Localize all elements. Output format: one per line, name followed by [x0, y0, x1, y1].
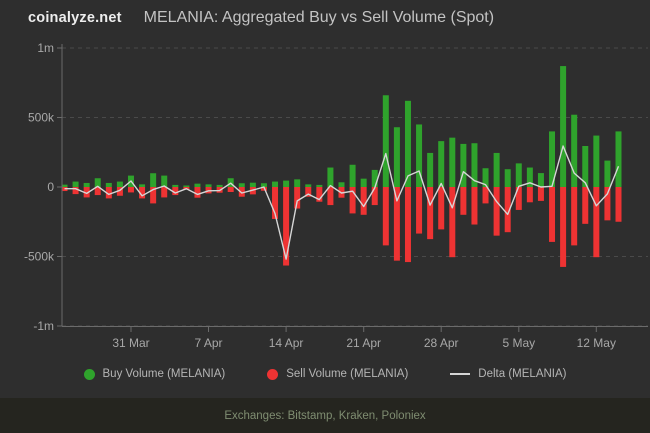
svg-text:28 Apr: 28 Apr [424, 336, 459, 350]
legend-item-buy[interactable]: Buy Volume (MELANIA) [83, 368, 226, 380]
svg-text:12 May: 12 May [577, 336, 616, 350]
svg-text:1m: 1m [37, 41, 54, 55]
legend: Buy Volume (MELANIA) Sell Volume (MELANI… [0, 368, 650, 380]
footer-bar: Exchanges: Bitstamp, Kraken, Poloniex [0, 398, 650, 433]
svg-text:21 Apr: 21 Apr [346, 336, 381, 350]
chart-title: MELANIA: Aggregated Buy vs Sell Volume (… [143, 9, 495, 26]
svg-text:14 Apr: 14 Apr [269, 336, 304, 350]
svg-text:31 Mar: 31 Mar [112, 336, 149, 350]
legend-buy-label: Buy Volume (MELANIA) [102, 368, 226, 380]
legend-delta-label: Delta (MELANIA) [478, 368, 567, 380]
exchanges-note: Exchanges: Bitstamp, Kraken, Poloniex [224, 409, 426, 422]
header: coinalyze.net MELANIA: Aggregated Buy vs… [28, 9, 640, 27]
svg-text:-1m: -1m [33, 319, 54, 333]
legend-item-sell[interactable]: Sell Volume (MELANIA) [267, 368, 408, 380]
sell-series-dot-icon [267, 368, 279, 380]
svg-text:7 Apr: 7 Apr [194, 336, 222, 350]
legend-item-delta[interactable]: Delta (MELANIA) [450, 368, 566, 380]
svg-text:-500k: -500k [24, 250, 55, 264]
buy-series-dot-icon [83, 368, 95, 380]
svg-text:0: 0 [47, 180, 54, 194]
legend-sell-label: Sell Volume (MELANIA) [286, 368, 409, 380]
delta-series-line-icon [450, 373, 471, 375]
svg-text:500k: 500k [28, 111, 55, 125]
brand-logo[interactable]: coinalyze.net [28, 10, 122, 26]
svg-text:5 May: 5 May [502, 336, 535, 350]
volume-chart[interactable]: 1m 500k 0 -500k -1m 31 Mar 7 Apr 14 Apr 21 Apr 28… [0, 0, 650, 360]
